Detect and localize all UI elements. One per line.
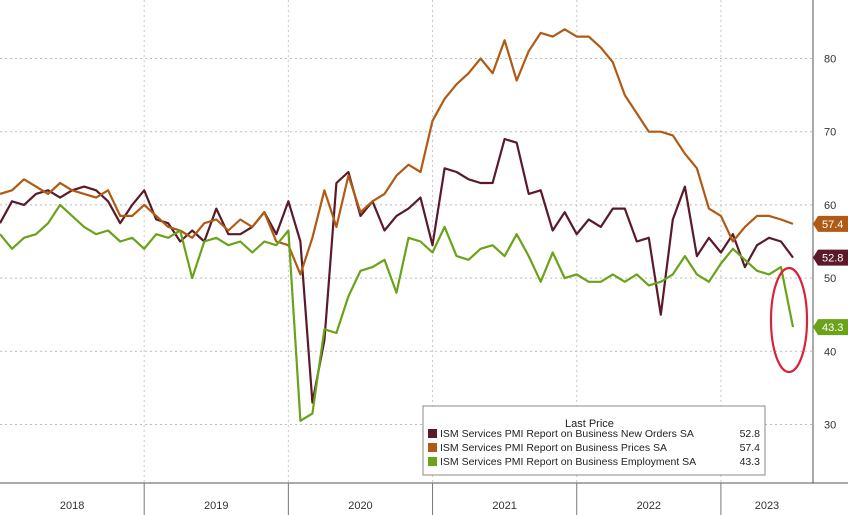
legend-series-value: 52.8	[740, 428, 761, 440]
legend-title: Last Price	[565, 418, 614, 430]
series-line	[0, 137, 794, 404]
series-line	[0, 28, 794, 276]
last-value-tag: 43.3	[813, 319, 848, 336]
legend-series-name: ISM Services PMI Report on Business Pric…	[440, 442, 667, 454]
last-value-tag-box	[813, 215, 848, 232]
highlight-circle	[769, 266, 809, 374]
legend-swatch	[428, 457, 437, 466]
last-value-tag-text: 43.3	[822, 322, 843, 334]
x-tick-label: 2022	[637, 500, 661, 512]
y-tick-label: 50	[824, 273, 836, 285]
y-tick-label: 60	[824, 200, 836, 212]
x-tick-label: 2019	[204, 500, 228, 512]
legend-series-name: ISM Services PMI Report on Business Empl…	[440, 456, 696, 468]
legend-series-value: 43.3	[740, 456, 761, 468]
series-line	[0, 203, 795, 422]
x-tick-label: 2020	[348, 500, 372, 512]
x-tick-label: 2018	[60, 500, 84, 512]
legend-swatch	[428, 443, 437, 452]
legend-box	[422, 405, 766, 476]
last-value-tag: 52.8	[813, 249, 848, 266]
y-tick-label: 70	[824, 127, 836, 139]
legend-swatch	[428, 429, 437, 438]
y-tick-label: 30	[824, 419, 836, 431]
last-value-tag-text: 52.8	[822, 253, 843, 265]
y-tick-label: 40	[824, 346, 836, 358]
gridlines	[0, 0, 813, 483]
y-tick-label: 80	[824, 54, 836, 66]
last-value-tag-text: 57.4	[822, 219, 843, 231]
last-value-tag-box	[813, 249, 848, 266]
x-tick-label: 2021	[492, 500, 516, 512]
legend-series-value: 57.4	[740, 442, 761, 454]
last-value-tag: 57.4	[813, 215, 848, 232]
x-tick-label: 2023	[755, 500, 779, 512]
last-value-tag-box	[813, 319, 848, 336]
series-lines	[0, 28, 795, 422]
legend-series-name: ISM Services PMI Report on Business New …	[440, 428, 694, 440]
